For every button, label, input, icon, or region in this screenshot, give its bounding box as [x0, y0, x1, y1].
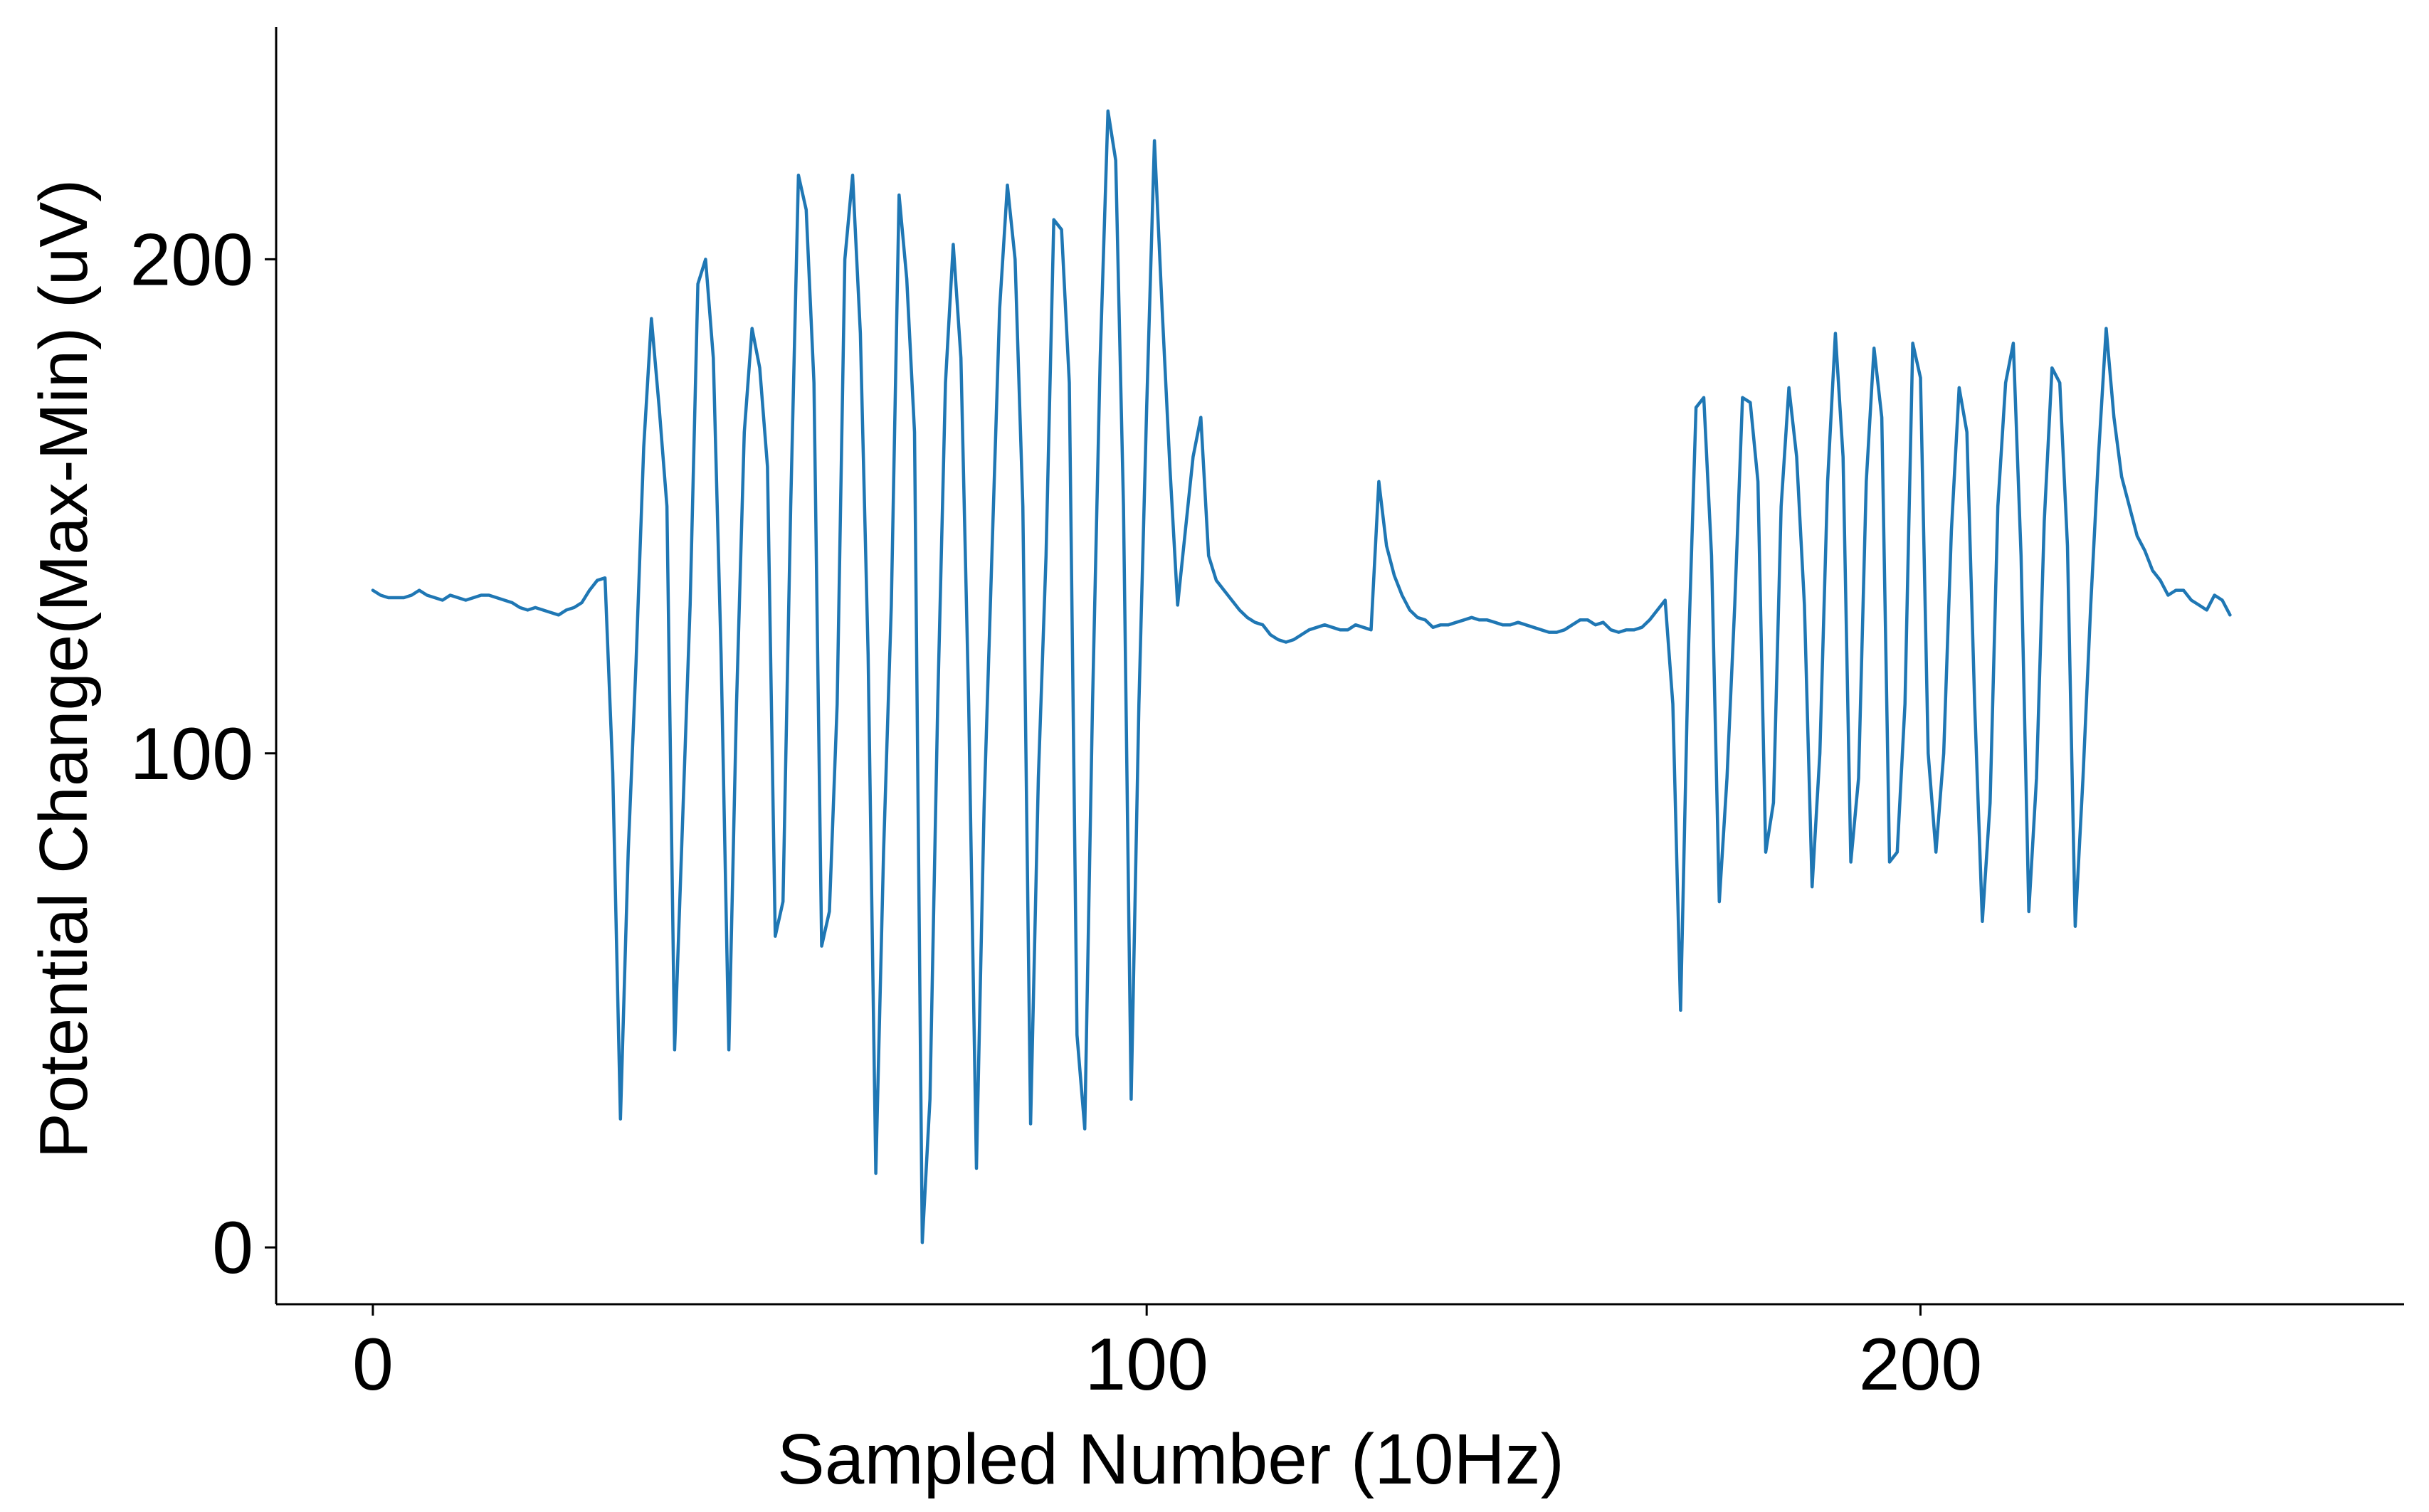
x-tick-label: 100 — [1085, 1323, 1208, 1406]
y-tick-label: 0 — [212, 1207, 253, 1289]
x-tick-label: 0 — [352, 1323, 394, 1406]
y-tick-label: 100 — [130, 713, 253, 795]
series-line — [371, 109, 2232, 1244]
y-tick-label: 200 — [130, 218, 253, 301]
x-axis-title: Sampled Number (10Hz) — [777, 1420, 1564, 1499]
x-tick-label: 200 — [1859, 1323, 1983, 1406]
y-axis-title: Potential Change(Max-Min) (uV) — [26, 179, 102, 1159]
